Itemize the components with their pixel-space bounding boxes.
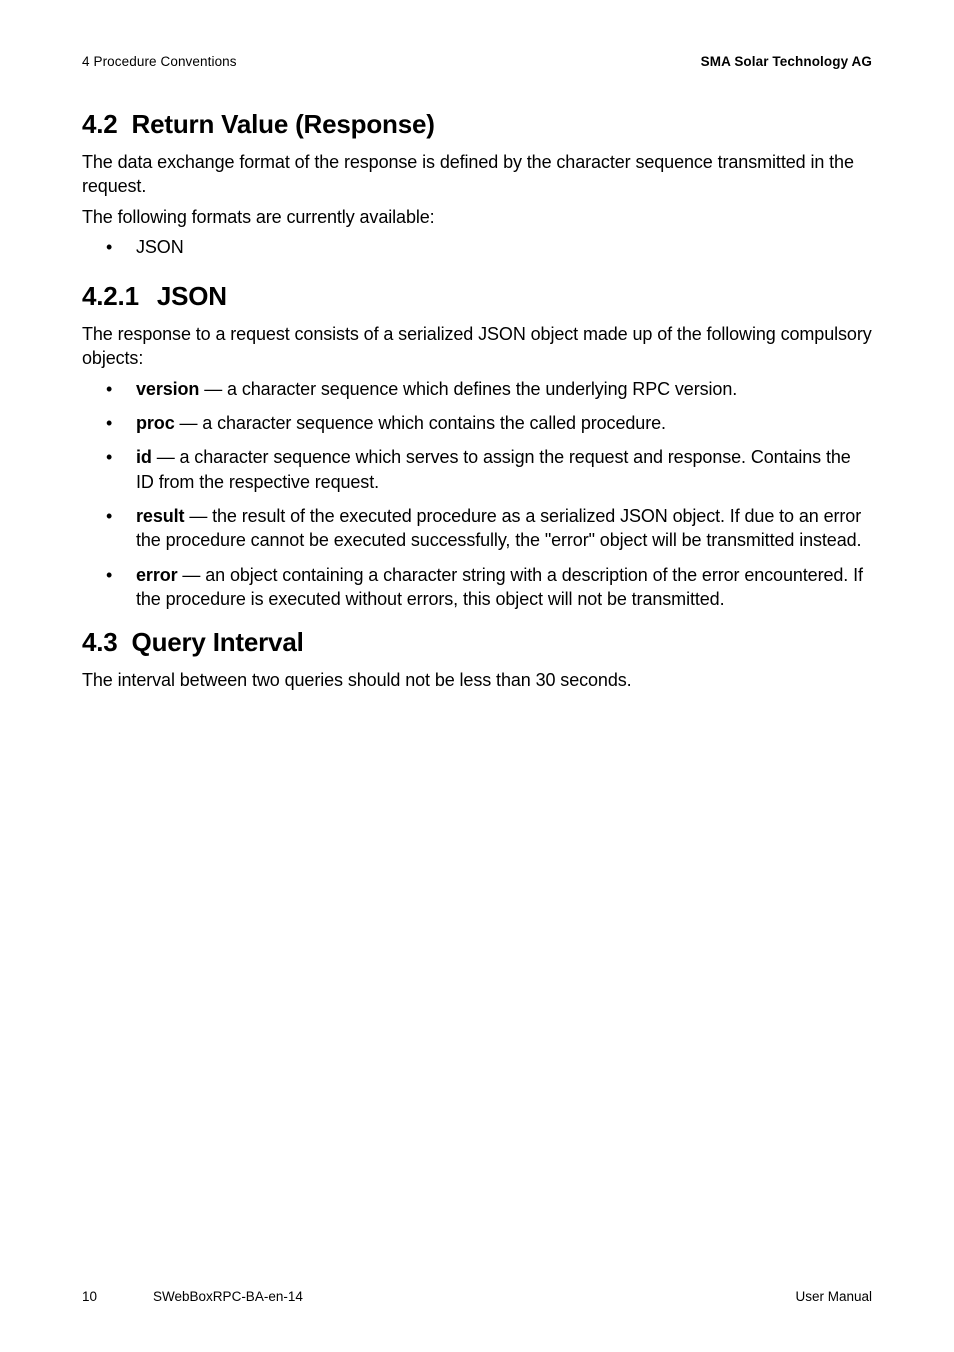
header-right: SMA Solar Technology AG: [701, 54, 872, 69]
heading-number: 4.2: [82, 109, 118, 139]
list-item: version — a character sequence which def…: [82, 377, 872, 401]
term-proc: proc: [136, 413, 175, 433]
desc-result: — the result of the executed procedure a…: [136, 506, 861, 550]
heading-4-2: 4.2 Return Value (Response): [82, 109, 872, 140]
list-item: id — a character sequence which serves t…: [82, 445, 872, 494]
page: 4 Procedure Conventions SMA Solar Techno…: [0, 0, 954, 1352]
desc-id: — a character sequence which serves to a…: [136, 447, 851, 491]
heading-4-3: 4.3 Query Interval: [82, 627, 872, 658]
heading-title: JSON: [157, 281, 227, 311]
heading-4-2-1: 4.2.1 JSON: [82, 281, 872, 312]
paragraph: The interval between two queries should …: [82, 668, 872, 692]
list-item: proc — a character sequence which contai…: [82, 411, 872, 435]
page-footer: 10 SWebBoxRPC-BA-en-14 User Manual: [82, 1289, 872, 1304]
heading-number: 4.3: [82, 627, 118, 657]
paragraph: The following formats are currently avai…: [82, 205, 872, 229]
paragraph: The data exchange format of the response…: [82, 150, 872, 199]
term-id: id: [136, 447, 152, 467]
term-result: result: [136, 506, 184, 526]
term-version: version: [136, 379, 199, 399]
format-list: JSON: [82, 235, 872, 259]
heading-title: Query Interval: [132, 627, 304, 657]
paragraph: The response to a request consists of a …: [82, 322, 872, 371]
header-left: 4 Procedure Conventions: [82, 54, 237, 69]
term-error: error: [136, 565, 178, 585]
footer-left: 10 SWebBoxRPC-BA-en-14: [82, 1289, 303, 1304]
list-item: result — the result of the executed proc…: [82, 504, 872, 553]
heading-title: Return Value (Response): [132, 109, 435, 139]
list-item: JSON: [82, 235, 872, 259]
list-item: error — an object containing a character…: [82, 563, 872, 612]
footer-right: User Manual: [795, 1289, 872, 1304]
desc-proc: — a character sequence which contains th…: [175, 413, 666, 433]
desc-version: — a character sequence which defines the…: [199, 379, 737, 399]
doc-id: SWebBoxRPC-BA-en-14: [153, 1289, 303, 1304]
desc-error: — an object containing a character strin…: [136, 565, 863, 609]
heading-number: 4.2.1: [82, 281, 139, 311]
objects-list: version — a character sequence which def…: [82, 377, 872, 611]
page-number: 10: [82, 1289, 97, 1304]
running-header: 4 Procedure Conventions SMA Solar Techno…: [82, 54, 872, 69]
